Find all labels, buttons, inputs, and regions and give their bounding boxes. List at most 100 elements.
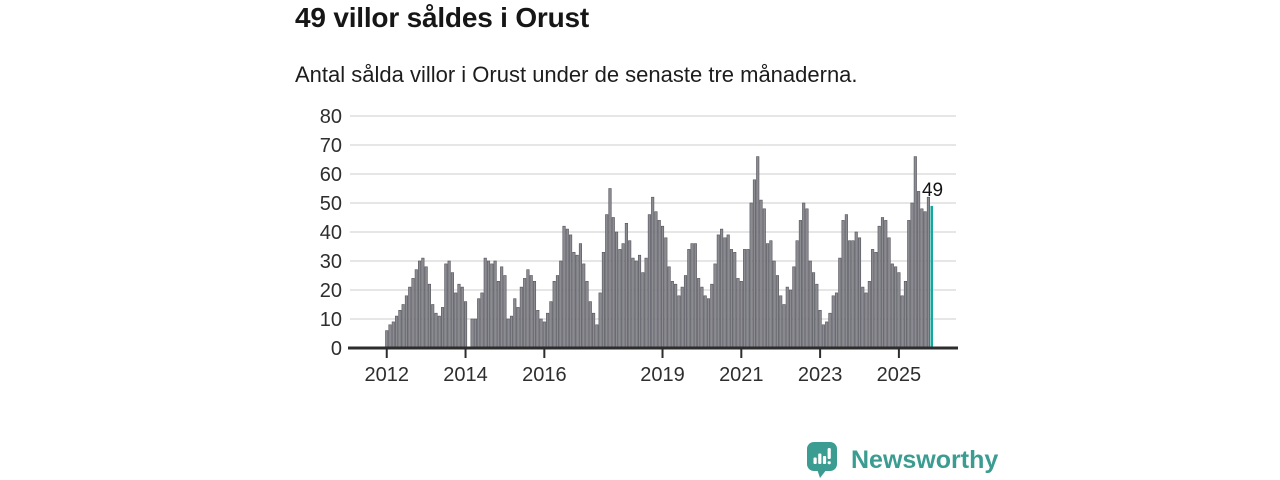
bar [733, 252, 737, 349]
bar [660, 225, 665, 349]
bar [460, 286, 464, 349]
bar [815, 283, 819, 349]
bar [828, 312, 832, 349]
brand-footer: Newsworthy [806, 441, 998, 479]
bar [680, 286, 684, 349]
chart-title: 49 villor såldes i Orust [295, 2, 589, 33]
bar [427, 283, 431, 349]
bar [513, 298, 517, 349]
bar [562, 225, 566, 349]
bar [766, 243, 770, 349]
bar [752, 179, 757, 349]
bar [825, 321, 829, 349]
bar [503, 275, 507, 349]
newsworthy-logo-icon [807, 442, 837, 478]
bar [621, 243, 625, 349]
bar [821, 324, 825, 349]
bar [867, 281, 871, 349]
bar [592, 312, 596, 349]
bar [486, 260, 491, 349]
bar [569, 234, 573, 349]
y-axis-tick-label: 20 [320, 280, 342, 302]
bar [871, 249, 875, 349]
bar [884, 220, 888, 349]
bar [743, 249, 747, 349]
bar [651, 196, 655, 349]
bar [431, 304, 435, 349]
bar [674, 283, 678, 349]
bar [887, 237, 891, 349]
bar [480, 292, 484, 349]
bar [716, 234, 720, 349]
bar [463, 301, 468, 349]
bar [434, 312, 438, 349]
bar [739, 281, 743, 349]
x-axis-tick-label: 2014 [443, 364, 488, 386]
bar [572, 252, 576, 349]
bar [500, 266, 504, 349]
bar [536, 310, 540, 349]
bar [516, 307, 520, 349]
bar [526, 269, 530, 349]
bar [756, 156, 760, 349]
bar [437, 315, 441, 349]
bar [401, 304, 405, 349]
bar [693, 243, 697, 349]
bar [818, 310, 822, 349]
bar [861, 286, 865, 349]
bar [720, 228, 724, 349]
bar [506, 318, 510, 349]
y-axis-tick-label: 40 [320, 222, 342, 244]
y-axis-tick-label: 80 [320, 106, 342, 128]
bar [789, 289, 793, 349]
bar [631, 257, 635, 349]
bar [664, 237, 668, 349]
bar [414, 269, 418, 349]
bar [890, 263, 894, 349]
bar [608, 188, 612, 349]
bar [903, 281, 908, 349]
bar [424, 266, 428, 349]
bar [838, 257, 842, 349]
x-axis-tick-label: 2023 [798, 364, 843, 386]
bar [723, 237, 727, 349]
y-axis-tick-label: 60 [320, 164, 342, 186]
bar [657, 220, 661, 349]
highlighted-bar [930, 205, 933, 348]
bar [496, 281, 500, 349]
y-axis-tick-label: 10 [320, 309, 342, 331]
chart-subtitle: Antal sålda villor i Orust under de sena… [295, 62, 858, 87]
bar [792, 266, 796, 349]
bar [798, 220, 802, 349]
bar [697, 278, 701, 349]
bar [759, 199, 763, 349]
bar [578, 243, 583, 349]
bar [854, 231, 858, 349]
bar [749, 202, 753, 349]
bar [769, 240, 773, 349]
bar [900, 295, 904, 349]
bar [683, 275, 688, 349]
brand-name: Newsworthy [851, 445, 999, 474]
bar [509, 315, 514, 349]
bar [444, 263, 448, 349]
bar [920, 208, 924, 349]
bar [880, 217, 885, 349]
bar [532, 281, 537, 349]
bar [654, 211, 658, 349]
bar [713, 263, 717, 349]
bar [395, 315, 399, 349]
bar [795, 240, 799, 349]
bar [811, 272, 816, 349]
bar [703, 295, 707, 349]
bar [923, 211, 927, 349]
bar [559, 260, 563, 349]
bar [917, 191, 921, 349]
bar [690, 243, 694, 349]
bar [598, 292, 602, 349]
bar [582, 263, 586, 349]
bar [454, 292, 458, 349]
bar [841, 220, 845, 349]
bar [634, 260, 638, 349]
bar [926, 196, 930, 349]
